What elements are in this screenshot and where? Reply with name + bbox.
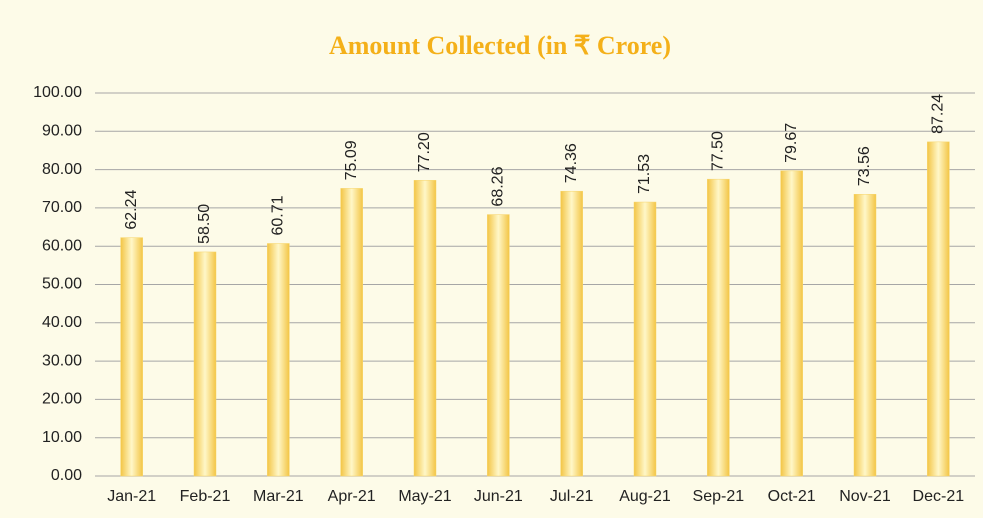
bar [560, 190, 583, 477]
x-tick-label: Aug-21 [619, 488, 671, 505]
x-tick-label: Nov-21 [839, 488, 891, 505]
data-label: 75.09 [343, 140, 360, 180]
data-label: 62.24 [123, 189, 140, 229]
y-tick-label: 20.00 [42, 391, 82, 408]
bar [853, 194, 877, 477]
data-label: 74.36 [563, 143, 580, 183]
x-tick-label: Oct-21 [768, 488, 816, 505]
y-tick-label: 70.00 [42, 199, 82, 216]
x-tick-label: Dec-21 [913, 488, 965, 505]
data-label: 73.56 [856, 146, 873, 186]
y-tick-label: 90.00 [42, 123, 82, 140]
x-tick-label: Mar-21 [253, 488, 304, 505]
y-tick-label: 30.00 [42, 352, 82, 369]
data-label: 58.50 [196, 204, 213, 244]
y-tick-label: 100.00 [33, 84, 82, 101]
x-tick-label: Sep-21 [693, 488, 745, 505]
bar [120, 237, 143, 477]
x-tick-label: Apr-21 [328, 488, 376, 505]
bar [707, 178, 730, 477]
chart-title: Amount Collected (in ₹ Crore) [329, 31, 671, 60]
x-tick-label: Jul-21 [550, 488, 594, 505]
x-tick-label: Jun-21 [474, 488, 523, 505]
bar [267, 243, 290, 477]
y-tick-label: 10.00 [42, 429, 82, 446]
y-tick-label: 50.00 [42, 276, 82, 293]
x-tick-label: Jan-21 [107, 488, 156, 505]
data-label: 60.71 [270, 195, 287, 235]
y-tick-label: 60.00 [42, 237, 82, 254]
data-label: 87.24 [930, 94, 947, 134]
x-tick-label: Feb-21 [180, 488, 231, 505]
bar [487, 214, 510, 477]
bar [340, 188, 363, 477]
bar [780, 170, 803, 477]
bar [413, 180, 437, 477]
data-label: 77.50 [710, 131, 727, 171]
bar [193, 251, 217, 477]
y-tick-label: 80.00 [42, 161, 82, 178]
y-tick-label: 0.00 [51, 467, 82, 484]
bar [633, 201, 657, 477]
data-label: 77.20 [416, 132, 433, 172]
data-label: 79.67 [783, 123, 800, 163]
data-label: 71.53 [636, 154, 653, 194]
bar [927, 141, 950, 477]
x-tick-label: May-21 [398, 488, 451, 505]
y-tick-label: 40.00 [42, 314, 82, 331]
data-label: 68.26 [490, 166, 507, 206]
